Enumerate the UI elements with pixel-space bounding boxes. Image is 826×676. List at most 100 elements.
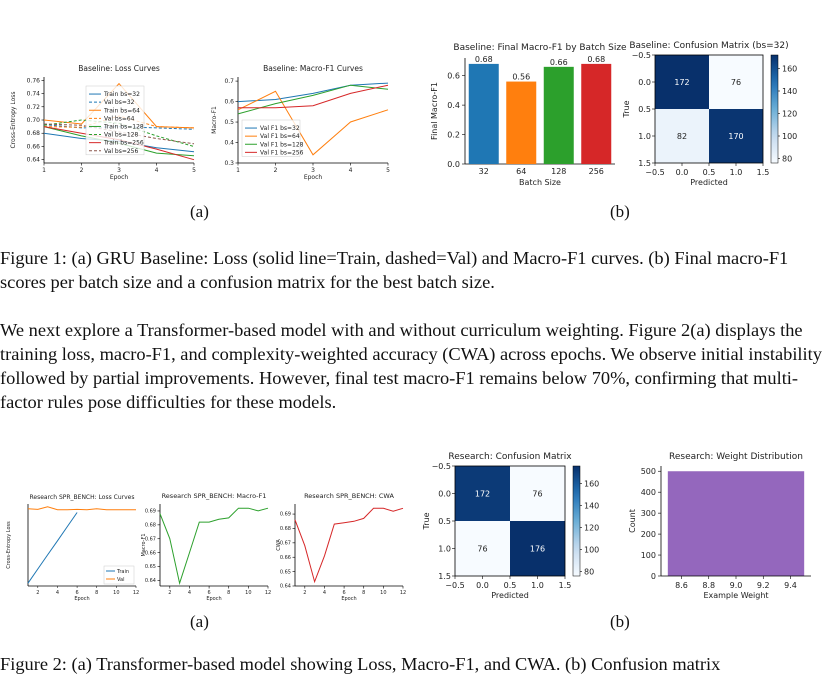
series-line-val (27, 506, 136, 511)
y-axis-label: True (622, 100, 631, 118)
x-tick-label: 10 (113, 590, 119, 596)
cm-cell-value: 170 (728, 132, 743, 141)
chart-title: Research: Weight Distribution (669, 452, 803, 462)
fig2-loss-chart: Research SPR_BENCH: Loss Curves 2 4 6 8 10 12 E… (6, 494, 139, 602)
x-tick-label: 8 (95, 590, 98, 596)
y-tick-label: 400 (641, 488, 656, 497)
x-tick-label: 12 (265, 590, 271, 596)
series-line-val-f1-bs-32 (237, 82, 389, 103)
x-axis-label: Epoch (74, 596, 89, 602)
x-tick-label: 256 (589, 167, 604, 176)
y-tick-label: 0.66 (145, 550, 156, 556)
legend-entry: Val bs=64 (104, 115, 135, 122)
legend-entry: Val F1 bs=32 (260, 125, 300, 132)
colorbar-tick-label: 160 (782, 65, 797, 74)
cm-cell-value: 82 (677, 132, 687, 141)
figure2-caption: Figure 2: (a) Transformer-based model sh… (0, 654, 721, 674)
chart-title: Research: Confusion Matrix (448, 452, 572, 462)
y-tick-label: 0.7 (224, 78, 234, 85)
y-tick-label: 0.68 (27, 130, 41, 137)
y-tick-label: 0.4 (224, 140, 234, 147)
x-tick-label: 4 (56, 590, 59, 596)
x-axis-label: Example Weight (703, 591, 768, 600)
cm-cell-0-1 (709, 55, 763, 109)
bar-value-label: 0.66 (550, 58, 568, 67)
fig2-cwa-chart: Research SPR_BENCH: CWA Epoch CWA 2 4 6 8 10 12 0… (276, 492, 406, 602)
y-tick-label: 100 (641, 551, 656, 560)
bar-128 (543, 66, 574, 164)
colorbar-tick-label: 140 (584, 502, 599, 511)
cm-cell-value: 76 (477, 545, 487, 554)
fig2-weight-histogram: Research: Weight Distribution 8.6 8.8 9.0 9.… (628, 452, 811, 600)
y-tick-label: 0.5 (438, 517, 451, 526)
x-tick-label: 2 (36, 590, 39, 596)
y-tick-label: 0.69 (280, 512, 291, 518)
y-tick-label: 200 (641, 530, 656, 539)
bar-256 (581, 63, 612, 165)
fig1-sub-a: (a) (190, 202, 209, 221)
cm-cell-1-0 (455, 521, 510, 576)
y-tick-label: 0.65 (280, 569, 291, 575)
colorbar (572, 465, 581, 577)
x-tick-label: 32 (479, 167, 489, 176)
series-line-0 (159, 507, 269, 586)
y-tick-label: 0.68 (145, 523, 156, 529)
bar-64 (506, 81, 537, 164)
y-tick-label: 0.70 (27, 117, 41, 124)
fig1-bar-chart: Baseline: Final Macro-F1 by Batch Size 0.… (430, 43, 627, 187)
x-tick-label: 0.5 (504, 581, 517, 590)
cm-cell-value: 172 (674, 78, 689, 87)
legend-entry: Train bs=32 (103, 91, 140, 98)
legend-entry: Val F1 bs=256 (260, 149, 304, 156)
x-tick-label: 8 (362, 590, 365, 596)
fig1-macro-f1-chart: Baseline: Macro-F1 Curves Epoch Macro-F1 1 2… (211, 64, 390, 181)
y-tick-label: 300 (641, 509, 656, 518)
y-tick-label: −0.5 (632, 51, 651, 60)
x-axis-label: Epoch (110, 174, 129, 181)
legend-entry: Train (116, 569, 129, 575)
x-axis-label: Batch Size (519, 178, 561, 187)
cm-cell-0-0 (455, 466, 510, 521)
x-tick-label: 128 (551, 167, 566, 176)
legend-entry: Val F1 bs=128 (260, 141, 304, 148)
bar-value-label: 0.56 (512, 73, 530, 82)
y-tick-label: −0.5 (432, 462, 451, 471)
x-tick-label: 5 (386, 167, 390, 174)
y-tick-label: 500 (641, 467, 656, 476)
x-tick-label: 8.8 (702, 581, 715, 590)
fig2-macro-f1-chart: Research SPR_BENCH: Macro-F1 Epoch Macro-F… (141, 492, 271, 602)
fig1-loss-chart: Baseline: Loss Curves Epoch Cross-Entropy … (10, 64, 196, 181)
x-tick-label: 5 (192, 167, 196, 174)
y-tick-label: 0.64 (27, 157, 41, 164)
x-axis-label: Predicted (491, 591, 529, 600)
fig2-sub-b: (b) (610, 612, 630, 631)
x-tick-label: 0.5 (703, 168, 716, 177)
y-tick-label: 0.5 (224, 119, 234, 126)
y-tick-label: 1.5 (638, 159, 651, 168)
x-axis-label: Epoch (341, 596, 356, 602)
x-tick-label: 2 (168, 590, 171, 596)
cm-cell-1-1 (510, 521, 565, 576)
series-line-val-f1-bs-128 (237, 84, 389, 115)
x-tick-label: 2 (303, 590, 306, 596)
chart-title: Baseline: Final Macro-F1 by Batch Size (453, 43, 627, 53)
cm-cell-value: 172 (475, 490, 490, 499)
legend-box (85, 85, 145, 156)
colorbar-tick-label: 140 (782, 87, 797, 96)
y-tick-label: 0 (651, 572, 656, 581)
series-line-0 (294, 507, 404, 584)
series-line-val-f1-bs-64 (237, 90, 389, 156)
fig1-confusion-matrix: Baseline: Confusion Matrix (bs=32) 172 76 8… (622, 41, 797, 187)
colorbar-tick-label: 80 (584, 568, 594, 577)
cm-cell-0-1 (510, 466, 565, 521)
y-tick-label: 0.66 (280, 555, 291, 561)
x-tick-label: 2 (274, 167, 278, 174)
chart-title: Baseline: Confusion Matrix (bs=32) (629, 41, 788, 51)
x-tick-label: 3 (117, 167, 121, 174)
y-tick-label: 0.0 (438, 490, 451, 499)
y-tick-label: 0.69 (145, 509, 156, 515)
histogram-bar (667, 471, 805, 576)
chart-title: Baseline: Loss Curves (78, 64, 160, 73)
x-tick-label: 1.5 (757, 168, 770, 177)
y-tick-label: 0.66 (27, 143, 41, 150)
